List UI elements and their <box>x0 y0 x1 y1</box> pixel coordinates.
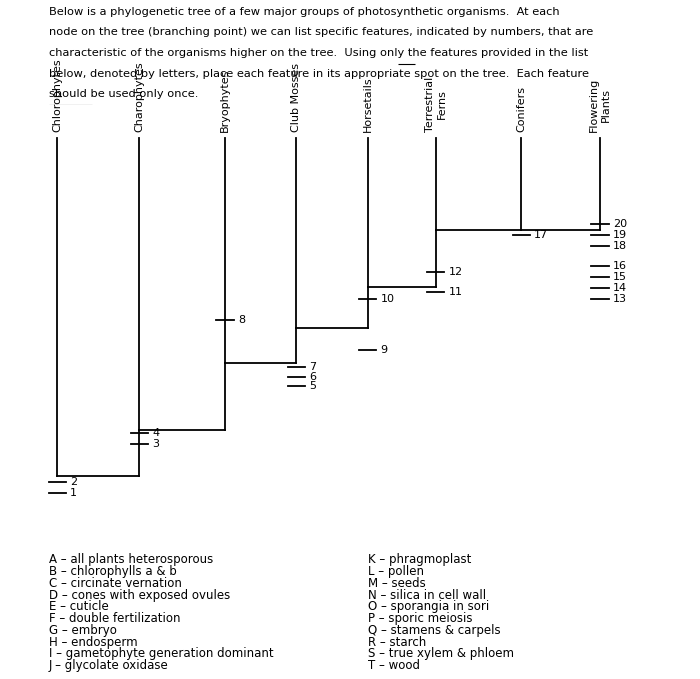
Text: 12: 12 <box>449 268 463 278</box>
Text: 17: 17 <box>534 230 548 240</box>
Text: 19: 19 <box>613 230 627 240</box>
Text: 18: 18 <box>613 240 627 251</box>
Text: O – sporangia in sori: O – sporangia in sori <box>368 600 489 613</box>
Text: Bryophytes: Bryophytes <box>220 69 230 132</box>
Text: Charophytes: Charophytes <box>134 62 144 132</box>
Text: Conifers: Conifers <box>517 86 526 132</box>
Text: 13: 13 <box>613 294 627 304</box>
Text: L – pollen: L – pollen <box>368 565 424 578</box>
Text: N – silica in cell wall: N – silica in cell wall <box>368 589 486 602</box>
Text: Flowering
Plants: Flowering Plants <box>589 78 611 132</box>
Text: 11: 11 <box>449 287 463 297</box>
Text: 20: 20 <box>613 219 627 229</box>
Text: Club Mosses: Club Mosses <box>291 63 302 132</box>
Text: F – double fertilization: F – double fertilization <box>49 612 181 625</box>
Text: S – true xylem & phloem: S – true xylem & phloem <box>368 648 514 661</box>
Text: 1: 1 <box>70 488 77 498</box>
Text: 15: 15 <box>613 272 627 282</box>
Text: K – phragmoplast: K – phragmoplast <box>368 553 471 566</box>
Text: H – endosperm: H – endosperm <box>49 636 138 648</box>
Text: should be used only once.: should be used only once. <box>49 90 198 100</box>
Text: C – circinate vernation: C – circinate vernation <box>49 577 182 590</box>
Text: 14: 14 <box>613 283 627 293</box>
Text: 7: 7 <box>309 362 316 372</box>
Text: P – sporic meiosis: P – sporic meiosis <box>368 612 472 625</box>
Text: R – starch: R – starch <box>368 636 426 648</box>
Text: 9: 9 <box>381 345 388 355</box>
Text: J – glycolate oxidase: J – glycolate oxidase <box>49 659 169 672</box>
Text: node on the tree (branching point) we can list specific features, indicated by n: node on the tree (branching point) we ca… <box>49 27 594 37</box>
Text: 5: 5 <box>309 381 316 391</box>
Text: 2: 2 <box>70 477 77 487</box>
Text: 3: 3 <box>152 439 159 449</box>
Text: D – cones with exposed ovules: D – cones with exposed ovules <box>49 589 230 602</box>
Text: M – seeds: M – seeds <box>368 577 426 590</box>
Text: 6: 6 <box>309 371 316 382</box>
Text: T – wood: T – wood <box>368 659 419 672</box>
Text: Chlorophytes: Chlorophytes <box>52 58 62 132</box>
Text: B – chlorophylls a & b: B – chlorophylls a & b <box>49 565 176 578</box>
Text: 4: 4 <box>152 428 160 438</box>
Text: A – all plants heterosporous: A – all plants heterosporous <box>49 553 214 566</box>
Text: Horsetails: Horsetails <box>363 77 373 132</box>
Text: G – embryo: G – embryo <box>49 624 117 637</box>
Text: 10: 10 <box>381 294 395 304</box>
Text: Terrestrial
Ferns: Terrestrial Ferns <box>425 77 447 132</box>
Text: Below is a phylogenetic tree of a few major groups of photosynthetic organisms. : Below is a phylogenetic tree of a few ma… <box>49 7 559 17</box>
Text: 16: 16 <box>613 261 627 271</box>
Text: 8: 8 <box>238 316 245 325</box>
Text: I – gametophyte generation dominant: I – gametophyte generation dominant <box>49 648 274 661</box>
Text: below, denoted by letters, place each feature in its appropriate spot on the tre: below, denoted by letters, place each fe… <box>49 69 589 79</box>
Text: characteristic of the organisms higher on the tree.  Using only the features pro: characteristic of the organisms higher o… <box>49 48 588 58</box>
Text: Q – stamens & carpels: Q – stamens & carpels <box>368 624 500 637</box>
Text: E – cuticle: E – cuticle <box>49 600 108 613</box>
